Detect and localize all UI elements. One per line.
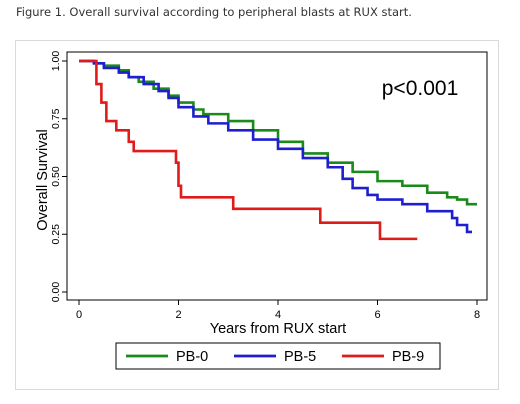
y-tick-label: 0.50	[50, 166, 62, 187]
series-line-pb-0	[79, 59, 477, 206]
chart-series	[79, 59, 477, 241]
x-tick-label: 4	[275, 309, 281, 321]
p-value-annotation: p<0.001	[382, 77, 459, 100]
y-tick-label: 1.00	[50, 51, 62, 72]
y-tick-label: 0.00	[50, 282, 62, 303]
x-tick-label: 0	[76, 309, 82, 321]
x-tick-label: 2	[175, 309, 181, 321]
y-tick-label: 0.25	[50, 224, 62, 245]
y-axis-label: Overall Survival	[35, 129, 51, 231]
legend-label-pb-9: PB-9	[392, 349, 424, 365]
legend-label-pb-5: PB-5	[284, 349, 316, 365]
legend-label-pb-0: PB-0	[176, 349, 208, 365]
x-tick-label: 6	[374, 309, 380, 321]
x-tick-label: 8	[474, 309, 480, 321]
y-tick-label: 0.75	[50, 108, 62, 129]
legend-box	[115, 342, 441, 370]
figure-caption: Figure 1. Overall survival according to …	[16, 5, 412, 19]
chart-legend: PB-0 PB-5 PB-9	[115, 342, 441, 370]
x-axis-label: Years from RUX start	[210, 321, 346, 337]
series-line-pb-5	[79, 59, 473, 234]
figure-frame	[15, 40, 499, 390]
series-line-pb-9	[79, 59, 418, 241]
chart-axes: 0 2 4 6 8 0.00 0.25 0.50 0.75 1.00	[50, 51, 488, 321]
